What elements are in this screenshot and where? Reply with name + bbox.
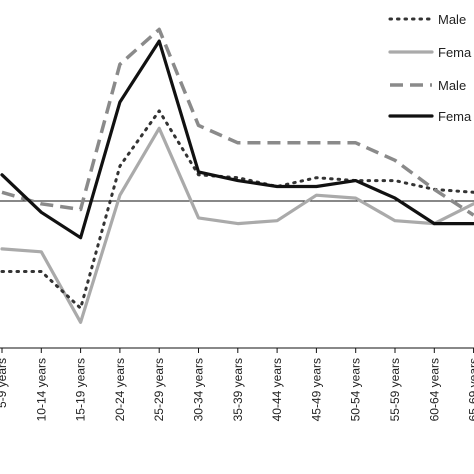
x-tick-label: 45-49 years <box>309 358 323 421</box>
legend-label-2: Male <box>438 78 466 93</box>
series-line-1 <box>0 126 474 324</box>
x-tick-label: 30-34 years <box>192 358 206 421</box>
x-tick-label: 60-64 years <box>427 358 441 421</box>
x-tick-label: 40-44 years <box>270 358 284 421</box>
series-line-3 <box>0 39 474 240</box>
x-tick-label: 65-69 years <box>467 358 474 421</box>
series-line-0 <box>0 109 474 310</box>
legend-label-1: Fema <box>438 45 472 60</box>
series-line-2 <box>1 27 474 217</box>
x-axis-ticks <box>1 348 474 353</box>
x-tick-label: 20-24 years <box>113 358 127 421</box>
x-tick-label: 50-54 years <box>349 358 363 421</box>
series-lines <box>0 27 474 324</box>
x-tick-label: 15-19 years <box>74 358 88 421</box>
legend: Male Fema Male Fema <box>388 12 472 124</box>
legend-label-3: Fema <box>438 109 472 124</box>
x-tick-label: 10-14 years <box>34 358 48 421</box>
x-tick-label: 25-29 years <box>152 358 166 421</box>
x-tick-label: 55-59 years <box>388 358 402 421</box>
x-tick-label: 35-39 years <box>231 358 245 421</box>
legend-label-0: Male <box>438 12 466 27</box>
x-tick-labels: 5-9 years 10-14 years 15-19 years 20-24 yea… <box>0 358 474 421</box>
x-tick-label: 5-9 years <box>0 358 9 408</box>
